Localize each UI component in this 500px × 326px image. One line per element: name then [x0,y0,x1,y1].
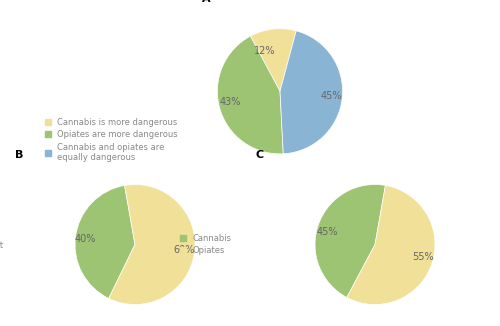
Text: 12%: 12% [254,46,276,56]
Wedge shape [315,185,386,297]
Wedge shape [75,185,135,298]
Text: 40%: 40% [75,234,96,244]
Wedge shape [250,29,296,91]
Wedge shape [347,185,435,304]
Wedge shape [218,36,284,154]
Legend: Cannabis first, Opiates first: Cannabis first, Opiates first [0,238,6,266]
Text: C: C [255,150,263,160]
Text: 43%: 43% [220,97,241,107]
Text: 55%: 55% [412,252,434,262]
Text: 60%: 60% [174,245,195,255]
Legend: Cannabis, Opiates: Cannabis, Opiates [176,230,235,259]
Text: A: A [202,0,210,4]
Wedge shape [280,31,342,154]
Wedge shape [108,185,195,304]
Text: 45%: 45% [316,227,338,237]
Legend: Cannabis is more dangerous, Opiates are more dangerous, Cannabis and opiates are: Cannabis is more dangerous, Opiates are … [42,115,181,165]
Text: 45%: 45% [320,91,342,100]
Text: B: B [15,150,24,160]
